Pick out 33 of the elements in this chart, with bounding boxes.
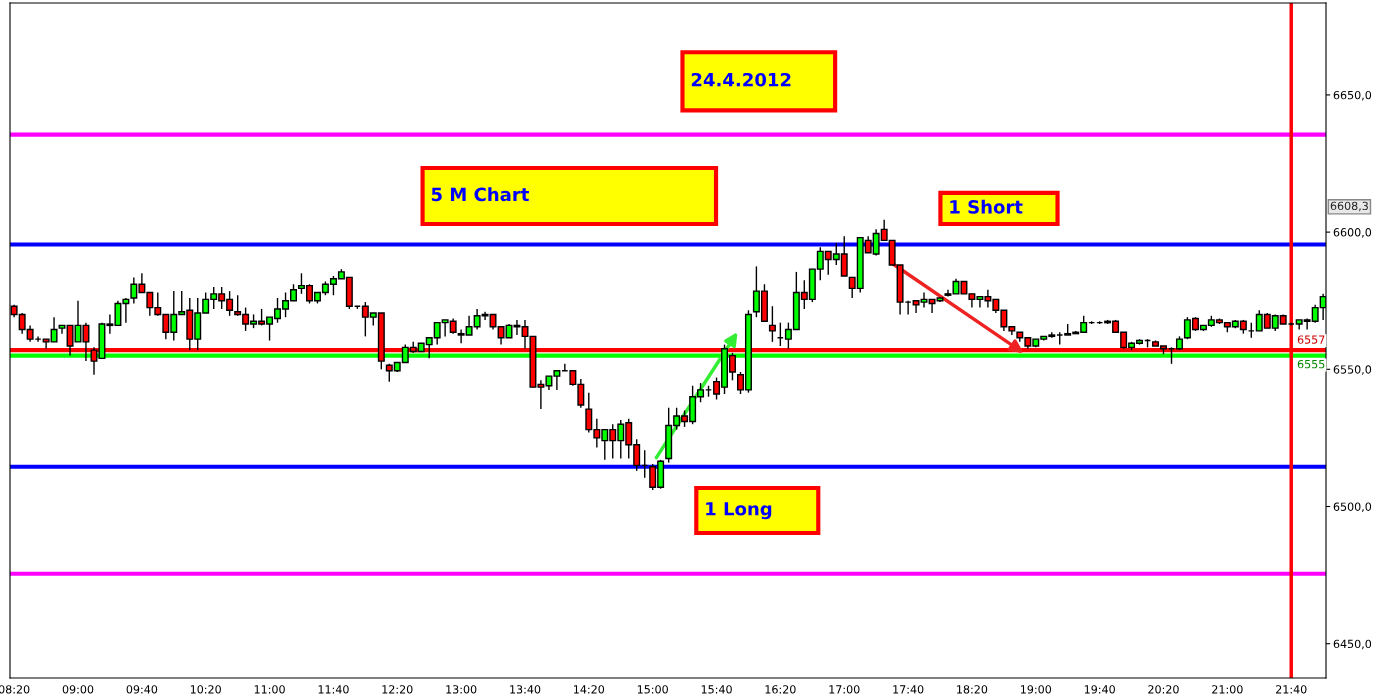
x-tick-label: 18:20: [957, 685, 988, 694]
x-tick-label: 21:40: [1276, 685, 1307, 694]
x-tick-label: 19:40: [1084, 685, 1115, 694]
x-tick-label: 10:20: [190, 685, 221, 694]
ref-line-label: 6557: [1297, 335, 1325, 344]
text: 6608,3: [1330, 201, 1368, 212]
x-tick-label: 17:00: [829, 685, 860, 694]
x-tick-label: 17:40: [893, 685, 924, 694]
x-tick-label: 19:00: [1021, 685, 1052, 694]
x-tick-label: 15:00: [637, 685, 668, 694]
x-tick-label: 14:20: [574, 685, 605, 694]
x-tick-label: 11:00: [254, 685, 285, 694]
x-tick-label: 21:00: [1212, 685, 1243, 694]
x-tick-label: 11:40: [318, 685, 349, 694]
annotation: 24.4.2012: [691, 72, 791, 87]
y-tick-label: 6650,0: [1333, 90, 1372, 101]
annotation: 5 M Chart: [431, 187, 529, 202]
x-tick-label: 20:20: [1148, 685, 1179, 694]
x-tick-label: 16:20: [765, 685, 796, 694]
x-tick-label: 09:00: [62, 685, 94, 694]
ref-line-label: 6555: [1297, 359, 1325, 369]
x-tick-label: 15:40: [701, 685, 732, 694]
x-tick-label: 12:20: [382, 685, 413, 694]
y-tick-label: 6450,0: [1333, 639, 1372, 650]
y-tick-label: 6500,0: [1333, 502, 1372, 513]
annotation: 1 Short: [950, 199, 1023, 214]
y-tick-label: 6600,0: [1333, 228, 1372, 238]
x-tick-label: 09:40: [126, 685, 158, 694]
x-tick-label: 13:40: [510, 685, 541, 694]
annotation: 1 Long: [706, 502, 772, 520]
y-tick-label: 6550,0: [1333, 365, 1372, 375]
candlestick: [768, 305, 776, 343]
x-tick-label: 13:00: [446, 685, 477, 694]
